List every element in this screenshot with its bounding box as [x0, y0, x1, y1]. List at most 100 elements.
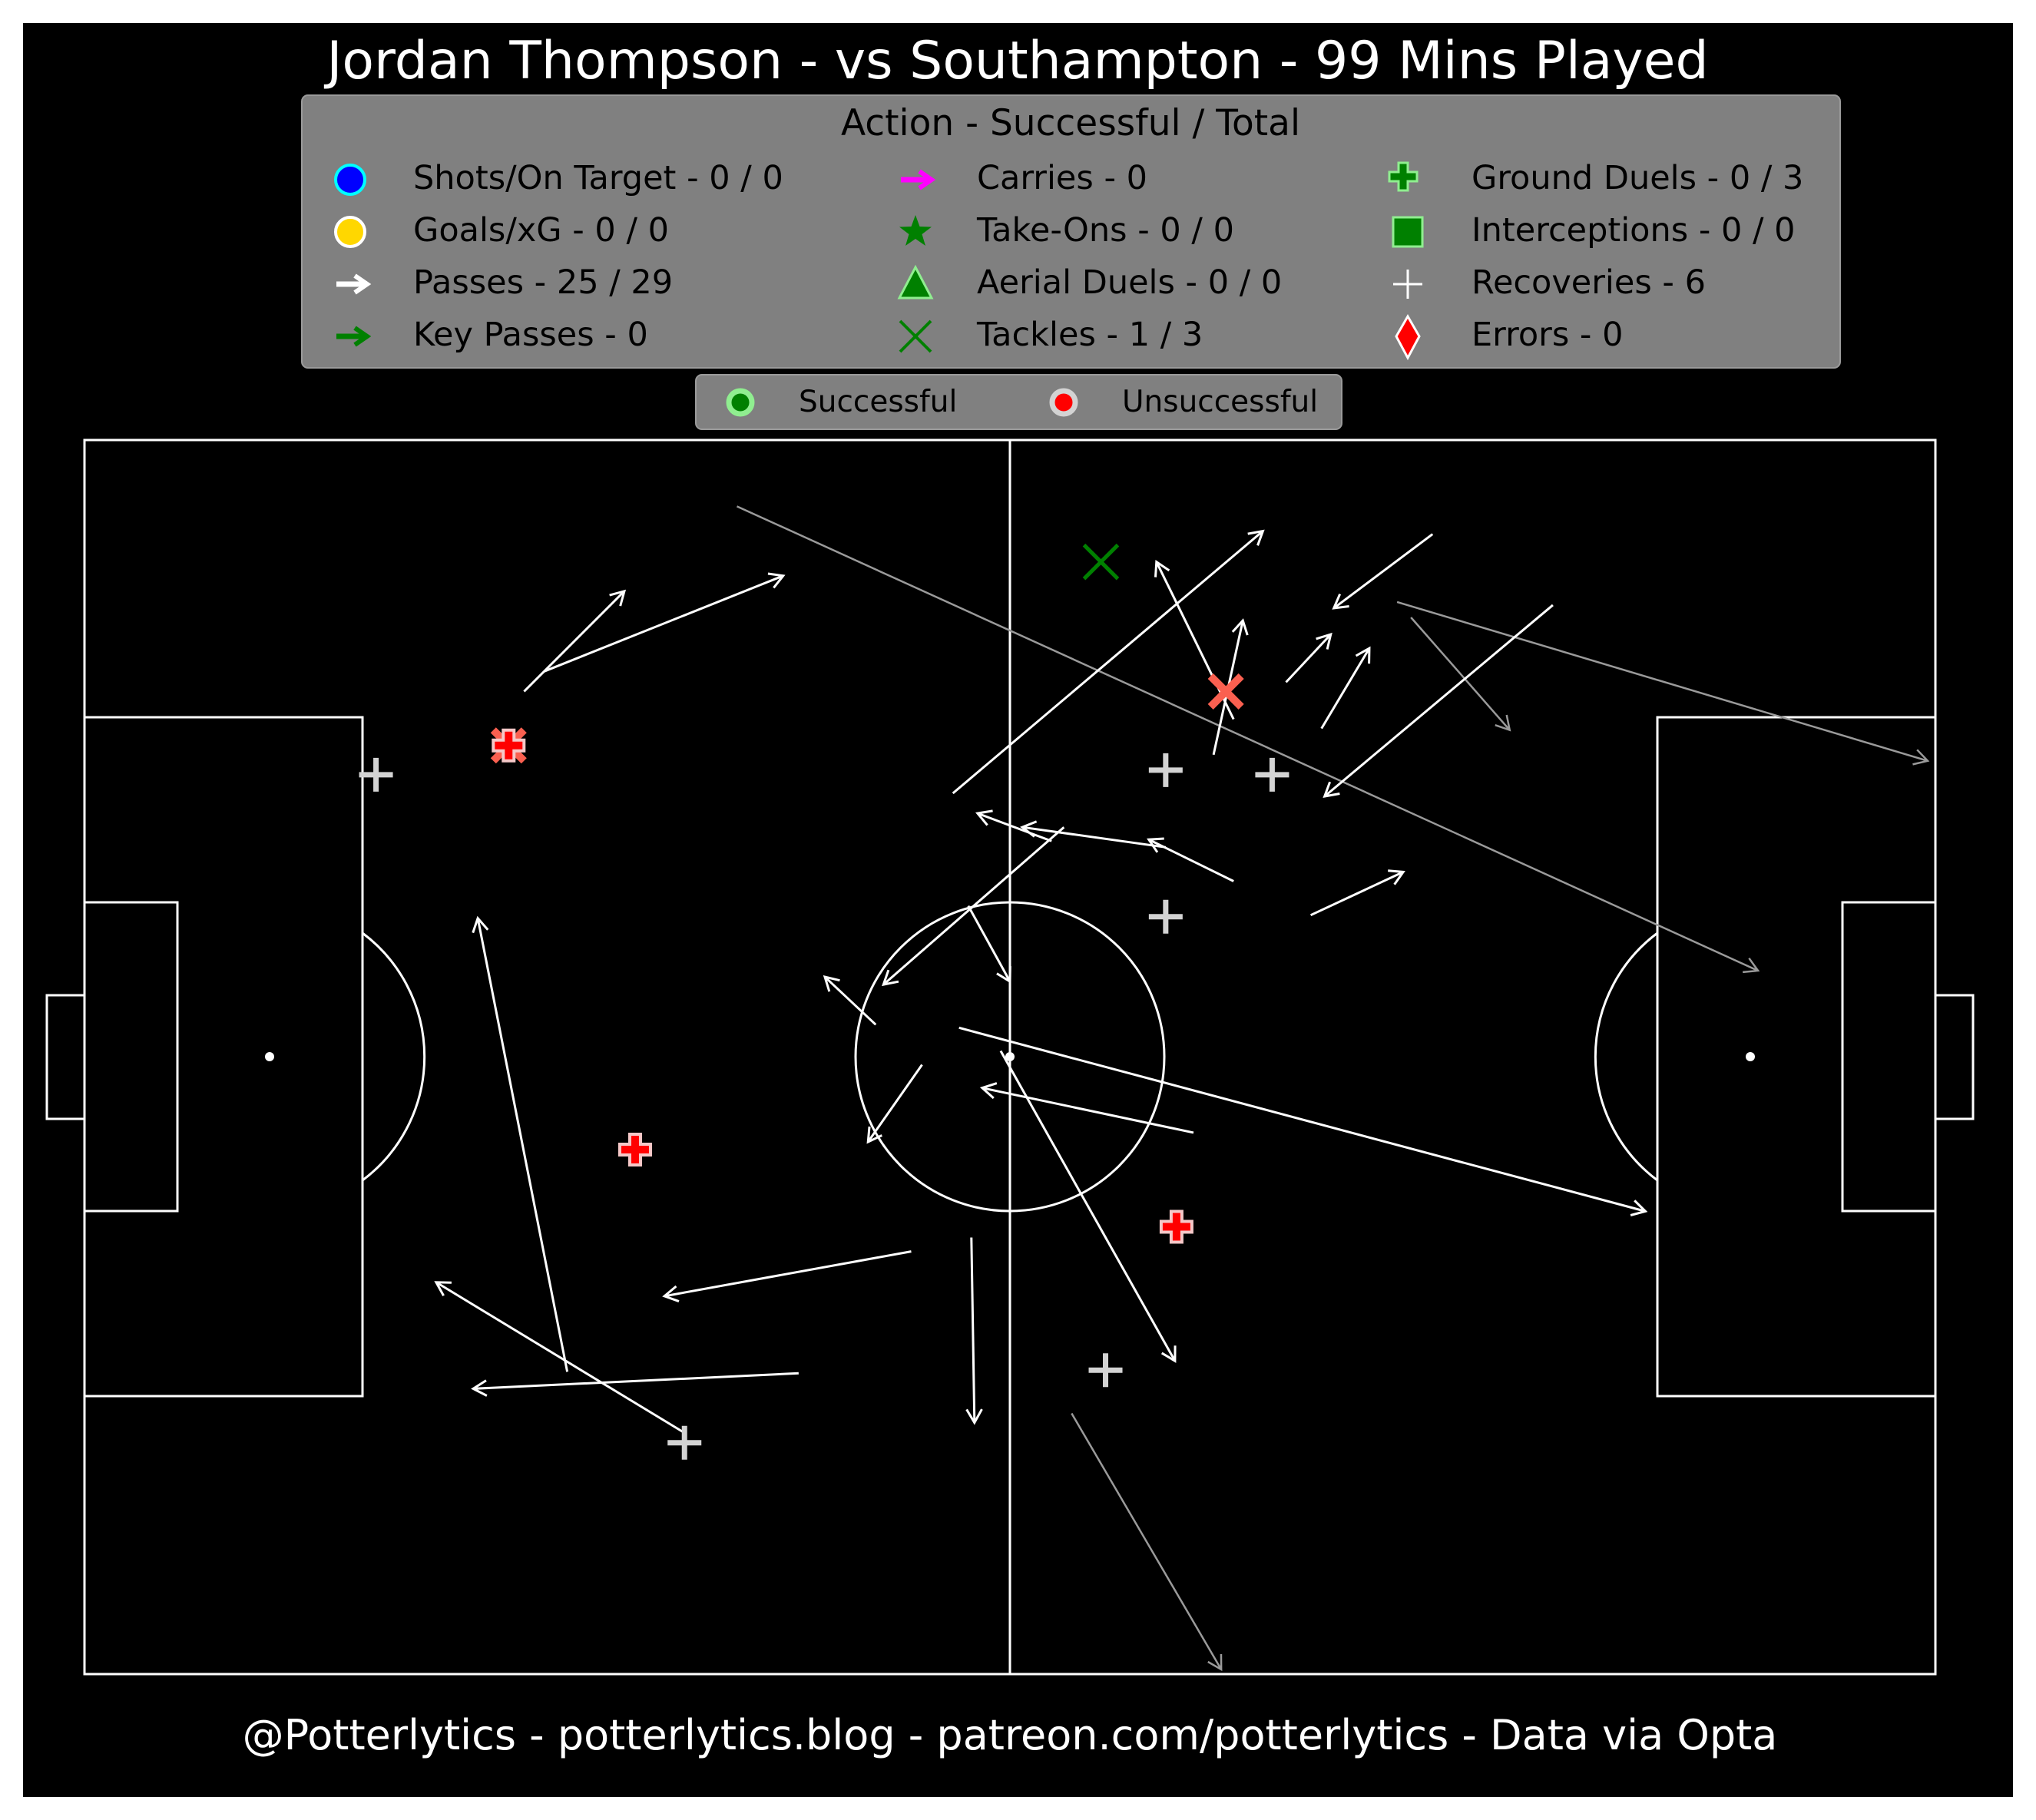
pass-line: [1410, 617, 1511, 731]
pass-arrowhead: [882, 969, 899, 987]
pass-arrowhead: [996, 966, 1011, 984]
green-x-icon: [899, 319, 932, 353]
pass-arrowhead: [1020, 820, 1038, 838]
pass-line: [958, 1026, 1646, 1213]
centre-spot: [1005, 1052, 1015, 1061]
ground-duel-marker-unsuccessful: [492, 728, 526, 763]
pass-line: [435, 1281, 684, 1433]
right-goal: [1934, 994, 1975, 1120]
pass-arrowhead: [1743, 958, 1760, 974]
legend-col-2: Carries - 0 Take-Ons - 0 / 0 Aerial Duel…: [897, 159, 1282, 354]
outcome-unsuccessful-label: Unsuccessful: [1122, 385, 1318, 419]
legend-label-ground-duels: Ground Duels - 0 / 3: [1472, 159, 1803, 197]
legend-title: Action - Successful / Total: [841, 102, 1300, 144]
pass-line: [543, 574, 784, 673]
legend-box: [301, 94, 1841, 369]
pass-arrow-successful: [471, 1372, 799, 1397]
pass-arrow-successful: [1020, 820, 1167, 849]
pass-arrow-successful: [866, 1064, 923, 1144]
pass-line: [1333, 533, 1434, 610]
chart-title: Jordan Thompson - vs Southampton - 99 Mi…: [323, 31, 1708, 91]
pass-line: [476, 918, 569, 1372]
pass-arrow-successful: [662, 1250, 912, 1302]
green-triangle-icon: [897, 264, 934, 299]
pass-arrow-unsuccessful: [1071, 1412, 1223, 1672]
pass-arrowhead: [979, 1082, 998, 1100]
right-penalty-spot: [1746, 1052, 1755, 1061]
pass-arrow-successful: [952, 529, 1265, 795]
pass-arrowhead: [1355, 646, 1371, 664]
footer-credit: @Potterlytics - potterlytics.blog - patr…: [243, 1711, 1778, 1759]
pass-arrow-successful: [1147, 837, 1234, 882]
green-star-icon: [899, 215, 932, 246]
pass-arrow-successful: [823, 975, 877, 1026]
pass-arrowhead: [823, 975, 840, 992]
ground-duel-marker-unsuccessful: [617, 1133, 652, 1167]
pass-line: [977, 812, 1052, 842]
tackle-stroke-2: [1082, 543, 1120, 581]
magenta-arrow-icon: [901, 169, 936, 190]
blue-circle-icon: [334, 164, 366, 196]
recovery-marker: [359, 757, 393, 792]
pass-arrowhead: [1495, 714, 1511, 732]
pass-arrow-successful: [523, 589, 627, 693]
pass-arrowhead: [866, 1126, 882, 1144]
pass-arrow-successful: [1309, 869, 1405, 917]
pass-line: [1148, 838, 1234, 882]
pass-line: [1021, 826, 1167, 849]
pass-arrow-successful: [967, 905, 1011, 984]
red-diamond-icon: [1395, 313, 1421, 361]
pass-arrowhead: [1912, 749, 1930, 766]
legend-col-3: Ground Duels - 0 / 3 Interceptions - 0 /…: [1388, 159, 1803, 361]
pass-arrowhead: [1147, 837, 1164, 853]
pass-line: [523, 590, 625, 693]
legend-label-aerial-duels: Aerial Duels - 0 / 0: [977, 263, 1282, 302]
pitch-markings: [45, 438, 1975, 1676]
legend-label-interceptions: Interceptions - 0 / 0: [1472, 211, 1796, 250]
pass-arrowhead: [1630, 1200, 1648, 1216]
pass-line: [970, 1237, 976, 1423]
action-legend: Action - Successful / Total Shots/On Tar…: [301, 94, 1841, 369]
pass-arrow-successful: [1320, 646, 1371, 730]
pass-arrow-successful: [975, 809, 1052, 842]
pass-line: [1320, 647, 1371, 730]
pass-line: [999, 1050, 1177, 1362]
pass-line: [1309, 871, 1404, 917]
pass-arrowhead: [471, 1379, 488, 1397]
pass-arrow-successful: [472, 915, 569, 1372]
pass-line: [867, 1064, 923, 1143]
pass-arrowhead: [434, 1281, 452, 1296]
pass-arrowhead: [1323, 781, 1340, 798]
events-layer: [359, 505, 1930, 1672]
pass-arrow-unsuccessful: [1396, 601, 1930, 766]
pass-arrowhead: [965, 1408, 983, 1425]
white-plus-icon: [1393, 270, 1422, 299]
pass-line: [982, 1087, 1194, 1134]
tackle-marker-unsuccessful: [1207, 673, 1244, 710]
legend-label-recoveries: Recoveries - 6: [1472, 263, 1706, 302]
tackle-marker-successful: [1082, 543, 1120, 581]
legend-label-take-ons: Take-Ons - 0 / 0: [976, 211, 1234, 250]
recovery-marker: [1148, 753, 1183, 787]
gold-circle-icon: [334, 216, 366, 248]
pass-arrowhead: [1231, 618, 1249, 636]
pass-arrow-successful: [882, 826, 1065, 987]
pass-arrowhead: [1154, 559, 1170, 577]
pass-line: [967, 905, 1011, 982]
centre-circle: [854, 901, 1166, 1213]
pass-line: [737, 505, 1759, 972]
left-penalty-arc: [362, 932, 426, 1182]
right-penalty-arc: [1594, 932, 1658, 1182]
legend-label-carries: Carries - 0: [977, 159, 1147, 197]
legend-col-1: Shots/On Target - 0 / 0 Goals/xG - 0 / 0…: [334, 159, 783, 354]
pass-arrow-successful: [1285, 632, 1333, 683]
pass-line: [664, 1250, 912, 1298]
pass-line: [1396, 601, 1928, 763]
pass-line: [473, 1372, 799, 1390]
pass-arrowhead: [1388, 869, 1405, 885]
pass-arrow-unsuccessful: [1410, 617, 1511, 732]
pass-arrowhead: [1160, 1345, 1177, 1363]
left-penalty-spot: [265, 1052, 274, 1061]
white-arrow-icon: [336, 273, 372, 295]
